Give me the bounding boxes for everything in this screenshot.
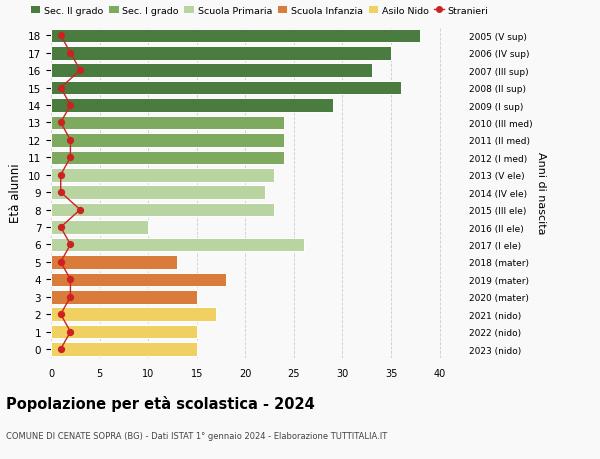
Bar bbox=[51, 342, 197, 356]
Point bbox=[56, 189, 65, 196]
Point bbox=[56, 119, 65, 127]
Bar bbox=[51, 64, 371, 78]
Bar bbox=[51, 117, 284, 130]
Bar bbox=[51, 325, 197, 339]
Bar bbox=[51, 308, 216, 321]
Bar bbox=[51, 134, 284, 147]
Point bbox=[65, 137, 75, 144]
Point bbox=[56, 172, 65, 179]
Text: COMUNE DI CENATE SOPRA (BG) - Dati ISTAT 1° gennaio 2024 - Elaborazione TUTTITAL: COMUNE DI CENATE SOPRA (BG) - Dati ISTAT… bbox=[6, 431, 387, 441]
Y-axis label: Anni di nascita: Anni di nascita bbox=[536, 151, 546, 234]
Bar bbox=[51, 273, 226, 286]
Bar bbox=[51, 47, 391, 61]
Point bbox=[65, 50, 75, 57]
Point bbox=[56, 311, 65, 318]
Point bbox=[65, 102, 75, 110]
Point bbox=[56, 346, 65, 353]
Point bbox=[65, 241, 75, 249]
Y-axis label: Età alunni: Età alunni bbox=[10, 163, 22, 223]
Bar bbox=[51, 151, 284, 165]
Point bbox=[65, 328, 75, 336]
Bar bbox=[51, 238, 304, 252]
Point bbox=[56, 224, 65, 231]
Point bbox=[65, 154, 75, 162]
Bar bbox=[51, 186, 265, 200]
Point bbox=[76, 207, 85, 214]
Bar bbox=[51, 291, 197, 304]
Bar bbox=[51, 29, 420, 43]
Bar bbox=[51, 203, 274, 217]
Point bbox=[76, 67, 85, 75]
Bar bbox=[51, 99, 333, 112]
Bar bbox=[51, 256, 177, 269]
Legend: Sec. II grado, Sec. I grado, Scuola Primaria, Scuola Infanzia, Asilo Nido, Stran: Sec. II grado, Sec. I grado, Scuola Prim… bbox=[27, 3, 492, 20]
Point bbox=[56, 33, 65, 40]
Bar bbox=[51, 221, 148, 235]
Text: Popolazione per età scolastica - 2024: Popolazione per età scolastica - 2024 bbox=[6, 395, 315, 411]
Bar bbox=[51, 82, 401, 95]
Point bbox=[65, 276, 75, 283]
Point bbox=[65, 293, 75, 301]
Bar bbox=[51, 168, 274, 182]
Point bbox=[56, 259, 65, 266]
Point bbox=[56, 85, 65, 92]
